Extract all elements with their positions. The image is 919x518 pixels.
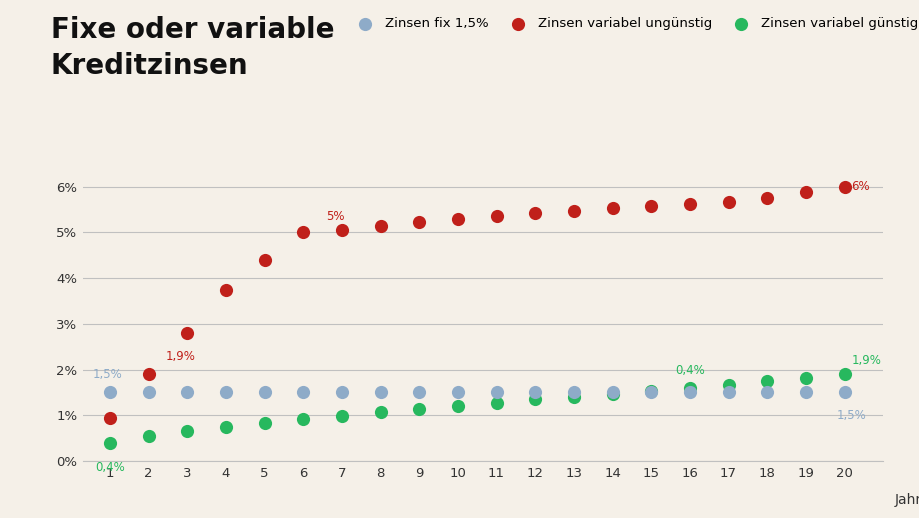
Point [798,188,812,196]
Point [682,200,697,208]
Text: Jahre: Jahre [894,493,919,507]
Point [566,206,581,214]
Point [643,386,658,395]
Point [179,329,194,337]
Point [373,408,388,416]
Point [296,228,311,237]
Point [141,370,155,378]
Point [412,405,426,413]
Point [489,211,504,220]
Point [102,439,117,447]
Point [836,388,851,397]
Text: 1,9%: 1,9% [165,350,195,363]
Text: 0,4%: 0,4% [95,461,125,474]
Point [219,423,233,431]
Point [605,204,619,212]
Point [682,388,697,397]
Point [605,390,619,398]
Point [489,398,504,407]
Point [759,194,774,203]
Point [373,388,388,397]
Point [720,388,735,397]
Point [836,183,851,191]
Point [141,431,155,440]
Point [296,415,311,424]
Point [720,198,735,206]
Point [257,388,272,397]
Point [412,388,426,397]
Legend: Zinsen fix 1,5%, Zinsen variabel ungünstig, Zinsen variabel günstig: Zinsen fix 1,5%, Zinsen variabel ungünst… [346,12,919,35]
Point [528,209,542,217]
Point [296,388,311,397]
Point [257,256,272,264]
Text: 1,5%: 1,5% [92,368,122,381]
Point [836,370,851,378]
Point [720,381,735,389]
Point [450,214,465,223]
Point [335,412,349,420]
Point [759,377,774,385]
Point [373,222,388,230]
Point [335,226,349,234]
Point [566,393,581,401]
Point [489,388,504,397]
Text: 0,4%: 0,4% [675,364,704,377]
Point [179,427,194,436]
Point [412,218,426,226]
Point [219,285,233,294]
Point [450,401,465,410]
Point [257,419,272,427]
Point [566,388,581,397]
Point [528,395,542,404]
Point [605,388,619,397]
Point [102,413,117,422]
Point [219,388,233,397]
Text: 1,5%: 1,5% [835,409,866,422]
Point [141,388,155,397]
Point [335,388,349,397]
Text: 1,9%: 1,9% [851,354,880,367]
Point [450,388,465,397]
Point [798,388,812,397]
Text: 6%: 6% [851,180,869,193]
Point [528,388,542,397]
Point [643,203,658,211]
Point [682,384,697,392]
Point [643,388,658,397]
Text: 5%: 5% [325,210,344,223]
Point [759,388,774,397]
Point [798,373,812,382]
Point [102,388,117,397]
Point [179,388,194,397]
Text: Fixe oder variable
Kreditzinsen: Fixe oder variable Kreditzinsen [51,16,334,80]
